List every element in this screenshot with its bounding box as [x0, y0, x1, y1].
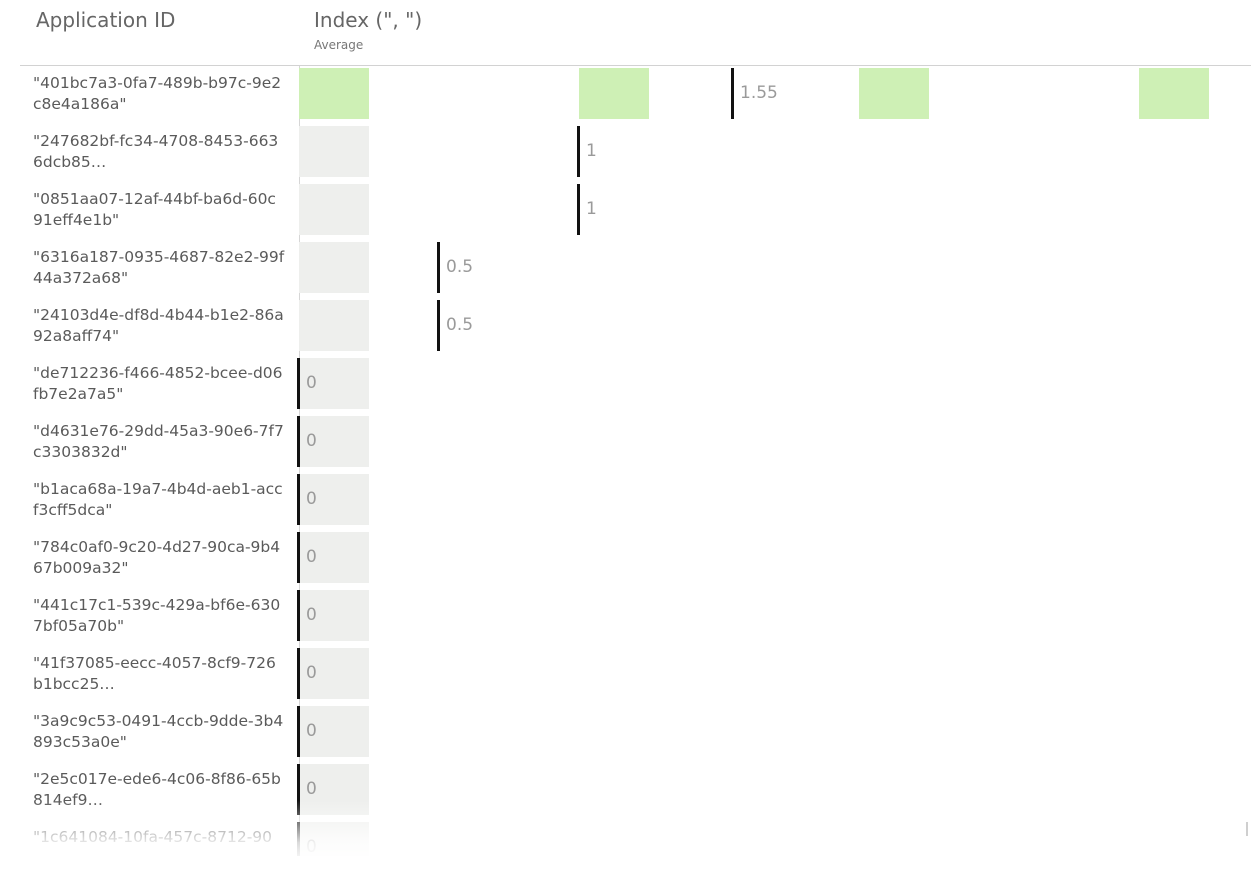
value-bar [299, 590, 369, 641]
column-header-index[interactable]: Index (", ") [314, 8, 423, 32]
value-bar [1139, 68, 1209, 119]
table-row[interactable]: "24103d4e-df8d-4b44-b1e2-86a92a8aff74" 0.… [0, 298, 1251, 356]
table-row[interactable]: "d4631e76-29dd-45a3-90e6-7f7c3303832d" 0 [0, 414, 1251, 472]
value-bar [299, 358, 369, 409]
table-row[interactable]: "784c0af0-9c20-4d27-90ca-9b467b009a32" 0 [0, 530, 1251, 588]
value-bar [299, 68, 369, 119]
value-bar [299, 648, 369, 699]
application-id-cell: "0851aa07-12af-44bf-ba6d-60c91eff4e1b" [33, 190, 276, 229]
application-id-cell: "2e5c017e-ede6-4c06-8f86-65b814ef9… [33, 770, 281, 809]
table-row[interactable]: "247682bf-fc34-4708-8453-6636dcb85… 1 [0, 124, 1251, 182]
value-marker [437, 242, 440, 293]
table-row[interactable]: "b1aca68a-19a7-4b4d-aeb1-accf3cff5dca" 0 [0, 472, 1251, 530]
value-marker [297, 590, 300, 641]
application-id-cell: "d4631e76-29dd-45a3-90e6-7f7c3303832d" [33, 422, 284, 461]
column-header-application-id[interactable]: Application ID [36, 8, 176, 32]
value-label: 1 [586, 199, 597, 219]
value-marker [731, 68, 734, 119]
value-marker [297, 416, 300, 467]
value-label: 1 [586, 141, 597, 161]
application-id-cell: "401bc7a3-0fa7-489b-b97c-9e2c8e4a186a" [33, 74, 282, 113]
value-marker [297, 764, 300, 815]
value-bar [299, 242, 369, 293]
value-bar [299, 706, 369, 757]
value-marker [437, 300, 440, 351]
value-label: 0 [306, 547, 317, 567]
value-label: 0.5 [446, 315, 474, 335]
table-row[interactable]: "3a9c9c53-0491-4ccb-9dde-3b4893c53a0e" 0 [0, 704, 1251, 762]
application-id-cell: "6316a187-0935-4687-82e2-99f44a372a68" [33, 248, 285, 287]
value-label: 1.55 [740, 83, 778, 103]
value-label: 0 [306, 837, 317, 856]
table-row[interactable]: "de712236-f466-4852-bcee-d06fb7e2a7a5" 0 [0, 356, 1251, 414]
application-id-cell: "b1aca68a-19a7-4b4d-aeb1-accf3cff5dca" [33, 480, 283, 519]
value-label: 0 [306, 431, 317, 451]
value-marker [297, 474, 300, 525]
value-bar [299, 474, 369, 525]
value-bar [579, 68, 649, 119]
table-header: Application ID Index (", ") Average [0, 0, 1251, 66]
value-marker [297, 358, 300, 409]
value-marker [297, 532, 300, 583]
application-id-cell: "247682bf-fc34-4708-8453-6636dcb85… [33, 132, 279, 171]
value-bar [299, 532, 369, 583]
aggregation-label: Average [314, 38, 364, 52]
value-bar [859, 68, 929, 119]
value-marker [577, 126, 580, 177]
value-label: 0 [306, 779, 317, 799]
table-row[interactable]: "0851aa07-12af-44bf-ba6d-60c91eff4e1b" 1 [0, 182, 1251, 240]
application-id-cell: "1c641084-10fa-457c-8712-90 [33, 828, 273, 846]
application-id-cell: "3a9c9c53-0491-4ccb-9dde-3b4893c53a0e" [33, 712, 284, 751]
value-bar [299, 126, 369, 177]
value-marker [577, 184, 580, 235]
table-row[interactable]: "441c17c1-539c-429a-bf6e-6307bf05a70b" 0 [0, 588, 1251, 646]
application-id-cell: "41f37085-eecc-4057-8cf9-726b1bcc25… [33, 654, 276, 693]
value-label: 0 [306, 489, 317, 509]
value-label: 0.5 [446, 257, 474, 277]
value-marker [297, 822, 300, 856]
application-id-cell: "de712236-f466-4852-bcee-d06fb7e2a7a5" [33, 364, 283, 403]
table-row[interactable]: "1c641084-10fa-457c-8712-90 0 [0, 820, 1251, 856]
data-rows: "401bc7a3-0fa7-489b-b97c-9e2c8e4a186a" 1.… [0, 66, 1251, 856]
table-row[interactable]: "2e5c017e-ede6-4c06-8f86-65b814ef9… 0 [0, 762, 1251, 820]
value-label: 0 [306, 605, 317, 625]
value-bar [299, 300, 369, 351]
value-bar [299, 184, 369, 235]
table-row[interactable]: "41f37085-eecc-4057-8cf9-726b1bcc25… 0 [0, 646, 1251, 704]
value-marker [297, 706, 300, 757]
table-row[interactable]: "6316a187-0935-4687-82e2-99f44a372a68" 0.… [0, 240, 1251, 298]
application-id-cell: "24103d4e-df8d-4b44-b1e2-86a92a8aff74" [33, 306, 284, 345]
value-label: 0 [306, 721, 317, 741]
application-id-cell: "441c17c1-539c-429a-bf6e-6307bf05a70b" [33, 596, 281, 635]
value-label: 0 [306, 373, 317, 393]
scrollbar[interactable] [1246, 822, 1248, 836]
header-divider [20, 65, 1251, 66]
table-row[interactable]: "401bc7a3-0fa7-489b-b97c-9e2c8e4a186a" 1.… [0, 66, 1251, 124]
value-label: 0 [306, 663, 317, 683]
application-id-cell: "784c0af0-9c20-4d27-90ca-9b467b009a32" [33, 538, 281, 577]
value-marker [297, 648, 300, 699]
value-bar [299, 416, 369, 467]
